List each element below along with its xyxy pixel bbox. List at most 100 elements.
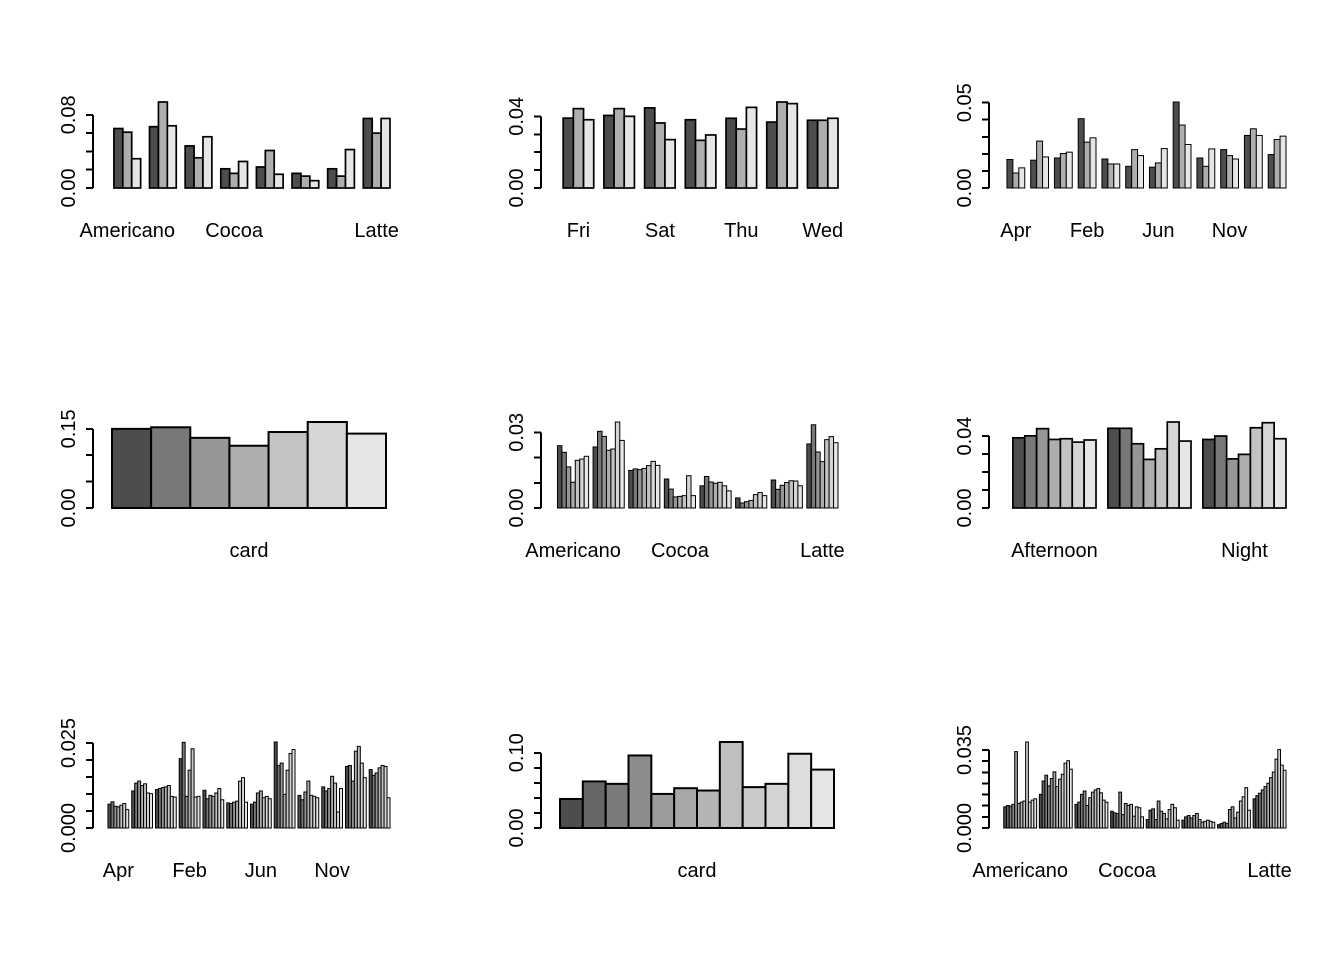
- bar: [601, 435, 607, 509]
- bar: [1025, 741, 1029, 829]
- bar: [1035, 427, 1050, 509]
- y-tick-label: 0.10: [506, 733, 528, 772]
- bar: [1065, 151, 1073, 189]
- bar: [579, 458, 585, 509]
- bar: [1178, 440, 1192, 509]
- bar: [718, 741, 744, 829]
- bar: [130, 157, 142, 189]
- bar: [1175, 819, 1180, 829]
- bar: [362, 117, 374, 189]
- y-tick-label: 0.00: [58, 169, 80, 208]
- bar: [371, 132, 382, 189]
- bar: [654, 464, 661, 509]
- bar: [1273, 437, 1287, 509]
- bar: [819, 461, 826, 509]
- x-category-label: Sat: [645, 220, 675, 242]
- bar: [1014, 751, 1018, 829]
- y-tick-label: 0.000: [954, 803, 976, 853]
- x-category-label: Feb: [1070, 220, 1104, 242]
- x-category-label: Americano: [525, 540, 621, 562]
- panel-middle-middle: 0.00 0.03 Americano Cocoa Latte: [448, 320, 896, 640]
- bar: [267, 431, 309, 509]
- bar: [1255, 134, 1263, 189]
- bar: [1230, 806, 1235, 829]
- y-tick-label: 0.00: [506, 809, 528, 848]
- bar: [643, 107, 656, 189]
- y-tick-label: 0.08: [58, 95, 80, 134]
- bar: [202, 135, 213, 189]
- y-tick-label: 0.05: [954, 83, 976, 122]
- bar: [726, 490, 732, 509]
- bar: [735, 128, 748, 189]
- bar: [1267, 154, 1275, 189]
- bar: [1184, 143, 1192, 189]
- bar: [121, 131, 133, 189]
- x-category-label: Cocoa: [1098, 860, 1157, 882]
- bar: [637, 469, 643, 509]
- bar: [1226, 155, 1234, 189]
- bar: [1083, 141, 1091, 189]
- bar: [828, 436, 835, 509]
- bar: [663, 478, 670, 509]
- y-tick-label: 0.04: [954, 417, 976, 456]
- bar: [1036, 140, 1044, 189]
- bar: [1142, 458, 1157, 509]
- y-tick-label: 0.025: [58, 718, 80, 768]
- y-tick-label: 0.00: [954, 169, 976, 208]
- bar: [603, 114, 615, 189]
- bar: [184, 145, 195, 189]
- bar: [1059, 153, 1067, 189]
- bar: [810, 424, 817, 509]
- bar: [1006, 159, 1014, 189]
- bar: [739, 502, 745, 509]
- x-category-label: Latte: [1247, 860, 1291, 882]
- x-category-label: Jun: [1142, 220, 1174, 242]
- bar: [562, 117, 575, 189]
- bar: [650, 792, 676, 829]
- bar: [335, 175, 347, 189]
- y-tick-label: 0.15: [58, 409, 80, 448]
- bar: [556, 445, 563, 509]
- bar: [668, 488, 674, 509]
- bar: [306, 421, 348, 509]
- bar: [1151, 808, 1155, 829]
- bar: [717, 481, 723, 509]
- bar: [743, 501, 750, 509]
- bar: [344, 148, 356, 189]
- bar-chart-bottom-right: 0.000 0.035 Americano Cocoa Latte: [954, 725, 1292, 882]
- bar: [1249, 128, 1257, 189]
- bar: [113, 127, 124, 189]
- bar: [1249, 426, 1264, 509]
- bar: [1083, 439, 1097, 509]
- bar: [745, 106, 758, 189]
- x-category-label: Nov: [1212, 220, 1248, 242]
- bar: [686, 475, 692, 509]
- bar: [267, 798, 272, 829]
- y-tick-label: 0.00: [954, 489, 976, 528]
- bar: [1059, 437, 1074, 509]
- bar: [362, 777, 367, 829]
- bar: [677, 495, 683, 509]
- bar: [664, 138, 676, 189]
- bar: [189, 436, 231, 509]
- bar: [694, 139, 707, 189]
- bar: [757, 492, 763, 509]
- bar: [1042, 156, 1049, 189]
- bar: [1140, 816, 1144, 829]
- bar: [150, 426, 192, 509]
- bar: [383, 765, 388, 829]
- x-category-label: Wed: [802, 220, 843, 242]
- x-category-label: Apr: [103, 860, 134, 882]
- bar: [833, 442, 839, 509]
- y-tick-label: 0.000: [58, 803, 80, 853]
- bar: [148, 125, 160, 189]
- bar: [1173, 807, 1177, 829]
- x-category-label: card: [678, 860, 717, 882]
- x-category-label: Jun: [245, 860, 277, 882]
- bar: [172, 796, 177, 829]
- bar: [1118, 791, 1123, 829]
- bar: [196, 795, 201, 829]
- bar: [1243, 134, 1251, 189]
- bar: [712, 482, 719, 509]
